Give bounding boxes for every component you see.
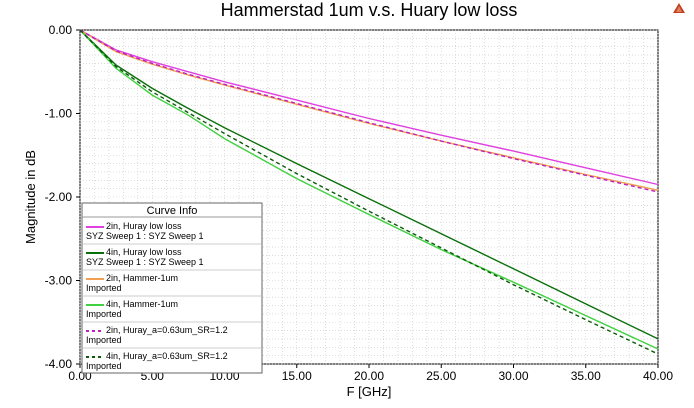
legend-entry-source: Imported: [86, 309, 122, 319]
series-line-4: [79, 29, 659, 350]
legend-entry-name: 4in, Huray_a=0.63um_SR=1.2: [106, 351, 228, 361]
series-line-6: [79, 29, 659, 355]
x-tick-label: 25.00: [426, 369, 456, 383]
series-line-1: [79, 29, 659, 186]
y-tick-label: -3.00: [45, 274, 73, 288]
legend-entry-name: 2in, Huray low loss: [106, 221, 182, 231]
x-tick-label: 35.00: [571, 369, 601, 383]
chart-title: Hammerstad 1um v.s. Huary low loss: [220, 0, 518, 20]
x-tick-label: 15.00: [282, 369, 312, 383]
y-axis-label: Magnitude in dB: [23, 150, 38, 244]
y-tick-label: -2.00: [45, 190, 73, 204]
series-line-3: [79, 29, 659, 191]
legend-entry-source: SYZ Sweep 1 : SYZ Sweep 1: [86, 257, 204, 267]
legend-entry-source: Imported: [86, 361, 122, 371]
y-tick-label: 0.00: [49, 23, 73, 37]
legend-entry-source: Imported: [86, 283, 122, 293]
legend-entry-source: Imported: [86, 335, 122, 345]
legend-entry-source: SYZ Sweep 1 : SYZ Sweep 1: [86, 231, 204, 241]
legend-entry-name: 2in, Huray_a=0.63um_SR=1.2: [106, 325, 228, 335]
legend-entry-name: 2in, Hammer-1um: [106, 273, 178, 283]
y-axis: 0.00 -1.00 -2.00 -3.00 -4.00: [45, 23, 80, 371]
series-lines: [79, 29, 659, 355]
y-tick-label: -1.00: [45, 107, 73, 121]
app-logo-icon: [673, 3, 685, 13]
legend-entry-name: 4in, Hammer-1um: [106, 299, 178, 309]
series-line-2: [79, 29, 659, 340]
x-tick-label: 40.00: [643, 369, 673, 383]
series-line-5: [79, 29, 659, 193]
legend-title: Curve Info: [147, 205, 198, 217]
legend-entry-name: 4in, Huray low loss: [106, 247, 182, 257]
x-tick-label: 20.00: [354, 369, 384, 383]
legend-box: [81, 202, 263, 374]
y-tick-label: -4.00: [45, 357, 73, 371]
x-tick-label: 30.00: [498, 369, 528, 383]
x-axis-label: F [GHz]: [347, 384, 392, 399]
